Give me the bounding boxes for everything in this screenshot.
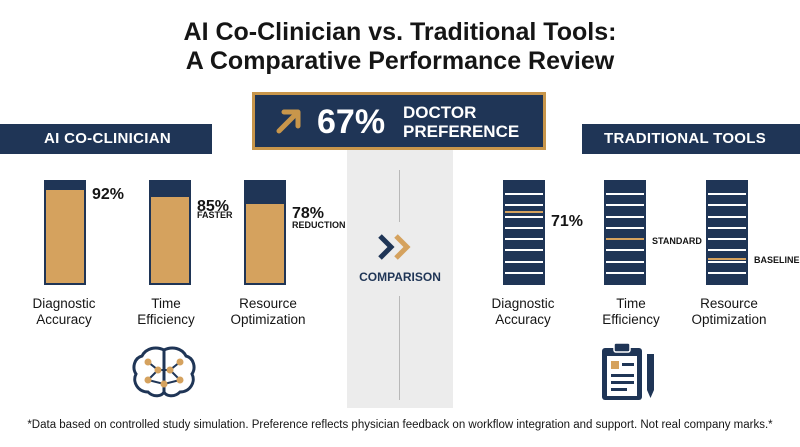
- bar-traditional-2: [706, 180, 748, 285]
- category-label-line: Resource: [700, 296, 758, 311]
- bar-value-sublabel: FASTER: [197, 210, 233, 220]
- bar-traditional-0: [503, 180, 545, 285]
- bar-segment-line: [708, 238, 746, 240]
- comparison-divider-bottom: [399, 296, 400, 400]
- category-label: Time Efficiency: [571, 296, 691, 328]
- traditional-tools-banner: TRADITIONAL TOOLS: [582, 124, 800, 154]
- bar-segment-line: [505, 204, 543, 206]
- chart-title-line-1: AI Co-Clinician vs. Traditional Tools:: [183, 18, 617, 46]
- bar-segment-line: [606, 227, 644, 229]
- bar-segment-line: [708, 272, 746, 274]
- bar-value-label: 78%: [292, 205, 325, 222]
- bar-segment-line: [606, 272, 644, 274]
- comparison-label: COMPARISON: [359, 270, 441, 284]
- bar-ai-2: [244, 180, 286, 285]
- ai-co-clinician-banner: AI CO-CLINICIAN: [0, 124, 212, 154]
- doctor-preference-label-line-2: PREFERENCE: [403, 122, 520, 141]
- bar-fill: [46, 190, 84, 283]
- doctor-preference-callout: 67% DOCTOR PREFERENCE: [252, 92, 546, 150]
- category-label-line: Efficiency: [602, 312, 660, 327]
- doctor-preference-label: DOCTOR PREFERENCE: [403, 103, 519, 141]
- comparison-column: [347, 150, 453, 408]
- bar-segment-line: [606, 249, 644, 251]
- bar-segment-line: [708, 193, 746, 195]
- category-label-line: Accuracy: [36, 312, 92, 327]
- category-label: Resource Optimization: [208, 296, 328, 328]
- bar-value-label: 85%: [197, 198, 230, 215]
- category-label: Diagnostic Accuracy: [463, 296, 583, 328]
- category-label-line: Diagnostic: [491, 296, 555, 311]
- brain-network-icon: [132, 346, 196, 398]
- category-label-line: Optimization: [230, 312, 306, 327]
- category-label-line: Resource: [239, 296, 297, 311]
- bar-level-marker: [606, 238, 644, 240]
- traditional-tools-label: TRADITIONAL TOOLS: [604, 130, 767, 147]
- bar-segment-line: [505, 238, 543, 240]
- category-label: Time Efficiency: [106, 296, 226, 328]
- bar-segment-line: [708, 204, 746, 206]
- bar-ai-1: [149, 180, 191, 285]
- clipboard-pen-icon: [602, 342, 654, 400]
- category-label-line: Accuracy: [495, 312, 551, 327]
- bar-level-marker: [505, 211, 543, 213]
- bar-segment-line: [606, 216, 644, 218]
- chart-title-line-2: A Comparative Performance Review: [185, 47, 615, 75]
- category-label-line: Time: [616, 296, 646, 311]
- comparison-divider-top: [399, 170, 400, 222]
- bar-segment-line: [505, 261, 543, 263]
- bar-value-sublabel: BASELINE: [754, 255, 800, 265]
- bar-ai-0: [44, 180, 86, 285]
- bar-segment-line: [708, 216, 746, 218]
- bar-segment-line: [708, 227, 746, 229]
- bar-level-marker: [708, 258, 746, 260]
- category-label: Diagnostic Accuracy: [4, 296, 124, 328]
- category-label: Resource Optimization: [669, 296, 789, 328]
- ai-co-clinician-label: AI CO-CLINICIAN: [44, 130, 171, 147]
- bar-value-label: 71%: [551, 213, 584, 230]
- doctor-preference-value: 67%: [317, 103, 386, 141]
- doctor-preference-label-line-1: DOCTOR: [403, 103, 477, 122]
- bar-value-sublabel: STANDARD: [652, 236, 702, 246]
- bar-segment-line: [606, 193, 644, 195]
- bar-segment-line: [606, 261, 644, 263]
- bar-fill: [151, 197, 189, 283]
- category-label-line: Time: [151, 296, 181, 311]
- bar-segment-line: [708, 249, 746, 251]
- trend-up-arrow-icon: [276, 109, 301, 134]
- bar-segment-line: [505, 193, 543, 195]
- bar-segment-line: [708, 261, 746, 263]
- category-label-line: Diagnostic: [32, 296, 96, 311]
- bar-segment-line: [606, 204, 644, 206]
- category-label-line: Optimization: [691, 312, 767, 327]
- bar-segment-line: [505, 216, 543, 218]
- bar-segment-line: [505, 249, 543, 251]
- bar-value-sublabel: REDUCTION: [292, 220, 346, 230]
- bar-segment-line: [505, 272, 543, 274]
- bar-traditional-1: [604, 180, 646, 285]
- double-chevron-icon: [378, 234, 411, 260]
- bar-fill: [246, 204, 284, 283]
- bar-segment-line: [505, 227, 543, 229]
- category-label-line: Efficiency: [137, 312, 195, 327]
- bar-value-label: 92%: [92, 186, 125, 203]
- footnote: *Data based on controlled study simulati…: [27, 419, 773, 431]
